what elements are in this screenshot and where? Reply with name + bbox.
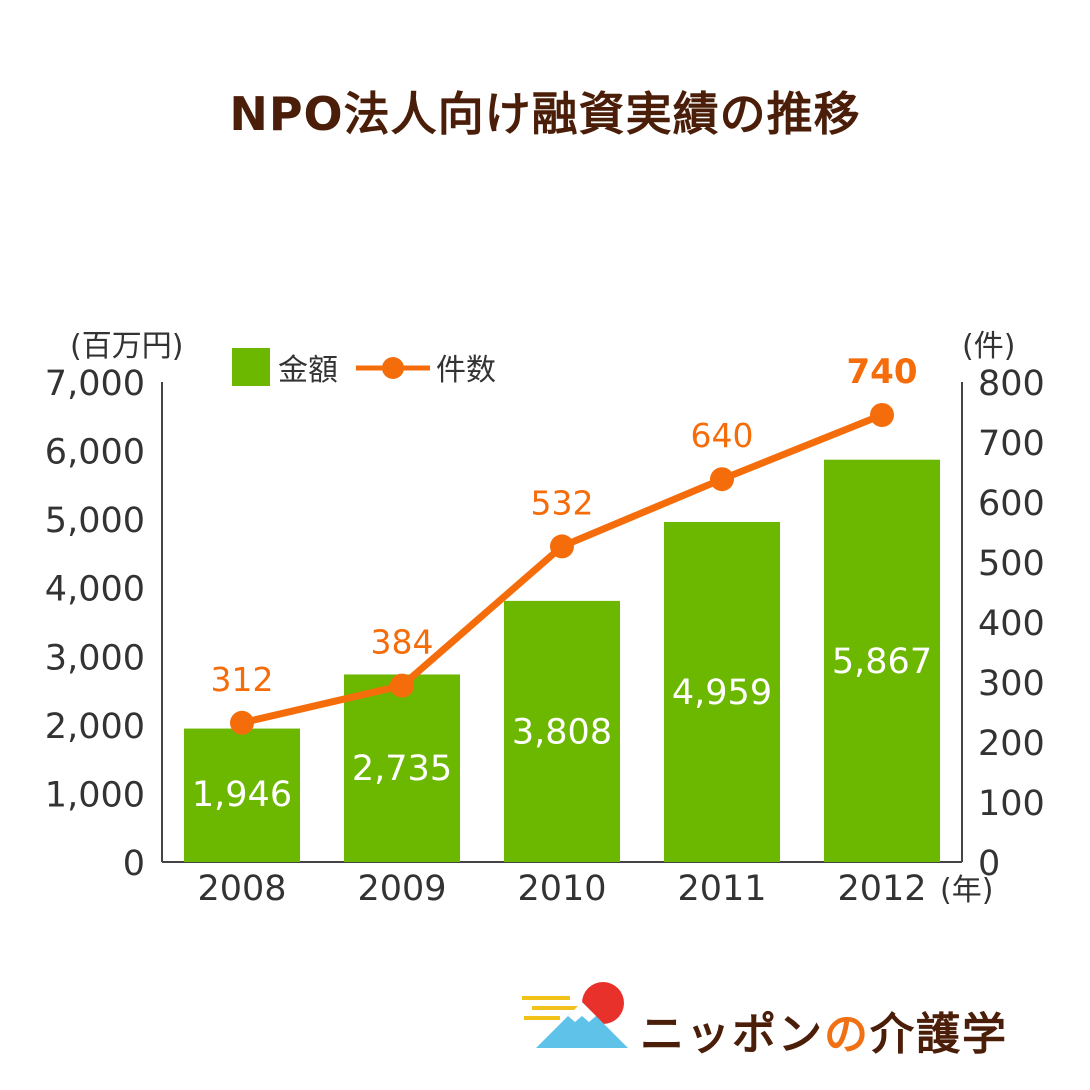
line-point	[230, 710, 254, 735]
x-tick-label: 2008	[197, 869, 286, 909]
left-tick-label: 2,000	[45, 707, 145, 747]
bar	[184, 728, 300, 862]
right-tick-label: 400	[978, 604, 1045, 644]
line-series: 312 384 532 640 740	[211, 352, 918, 735]
x-tick-label: 2011	[677, 869, 766, 909]
line-value-label: 384	[371, 623, 434, 662]
line-value-label: 640	[691, 416, 754, 455]
bar-value-label: 2,735	[352, 749, 452, 789]
right-tick-label: 200	[978, 724, 1045, 764]
chart-title: NPO法人向け融資実績の推移	[229, 87, 861, 141]
left-tick-label: 3,000	[45, 638, 145, 678]
left-axis-unit: (百万円)	[70, 329, 183, 364]
bar	[824, 459, 940, 862]
legend: 金額 件数	[232, 348, 496, 388]
left-tick-label: 6,000	[45, 433, 145, 473]
x-axis-unit: (年)	[940, 873, 993, 908]
bar-value-label: 5,867	[832, 642, 932, 682]
legend-line-marker	[382, 357, 404, 379]
legend-line-label: 件数	[436, 353, 496, 388]
bar	[344, 674, 460, 862]
x-tick-label: 2010	[517, 869, 606, 909]
brand-text-part2: の	[824, 1009, 870, 1060]
right-tick-label: 0	[978, 844, 1000, 884]
x-tick-label: 2012	[837, 869, 926, 909]
right-tick-label: 300	[978, 664, 1045, 704]
legend-bar-label: 金額	[278, 353, 338, 388]
line-value-label: 532	[531, 483, 594, 522]
brand-text: ニッポンの介護学	[640, 998, 1008, 1062]
line-value-label: 740	[847, 352, 918, 392]
right-tick-label: 700	[978, 424, 1045, 464]
right-tick-label: 600	[978, 484, 1045, 524]
line-value-label: 312	[211, 660, 274, 699]
right-tick-label: 100	[978, 784, 1045, 824]
right-tick-label: 800	[978, 364, 1045, 404]
left-tick-label: 5,000	[45, 501, 145, 541]
bar-value-label: 3,808	[512, 712, 612, 752]
brand-text-part3: 介護学	[870, 1009, 1008, 1060]
x-tick-label: 2009	[357, 869, 446, 909]
legend-bar-swatch	[232, 348, 270, 386]
right-tick-label: 500	[978, 544, 1045, 584]
right-axis-unit: (件)	[962, 329, 1015, 364]
line-point	[550, 534, 574, 559]
bar-series: 1,946 2,735 3,808 4,959 5,867	[184, 459, 940, 862]
line-point	[710, 467, 734, 492]
left-tick-label: 1,000	[45, 775, 145, 815]
left-tick-label: 4,000	[45, 570, 145, 610]
bar-value-label: 4,959	[672, 673, 772, 713]
line-point	[870, 403, 894, 427]
bar	[664, 521, 780, 862]
bar-value-label: 1,946	[192, 775, 292, 815]
left-tick-label: 7,000	[45, 364, 145, 404]
bar	[504, 600, 620, 862]
left-tick-label: 0	[123, 844, 145, 884]
brand-logo-icon	[522, 982, 628, 1048]
line-point	[390, 673, 414, 698]
brand-text-part1: ニッポン	[640, 1009, 824, 1060]
